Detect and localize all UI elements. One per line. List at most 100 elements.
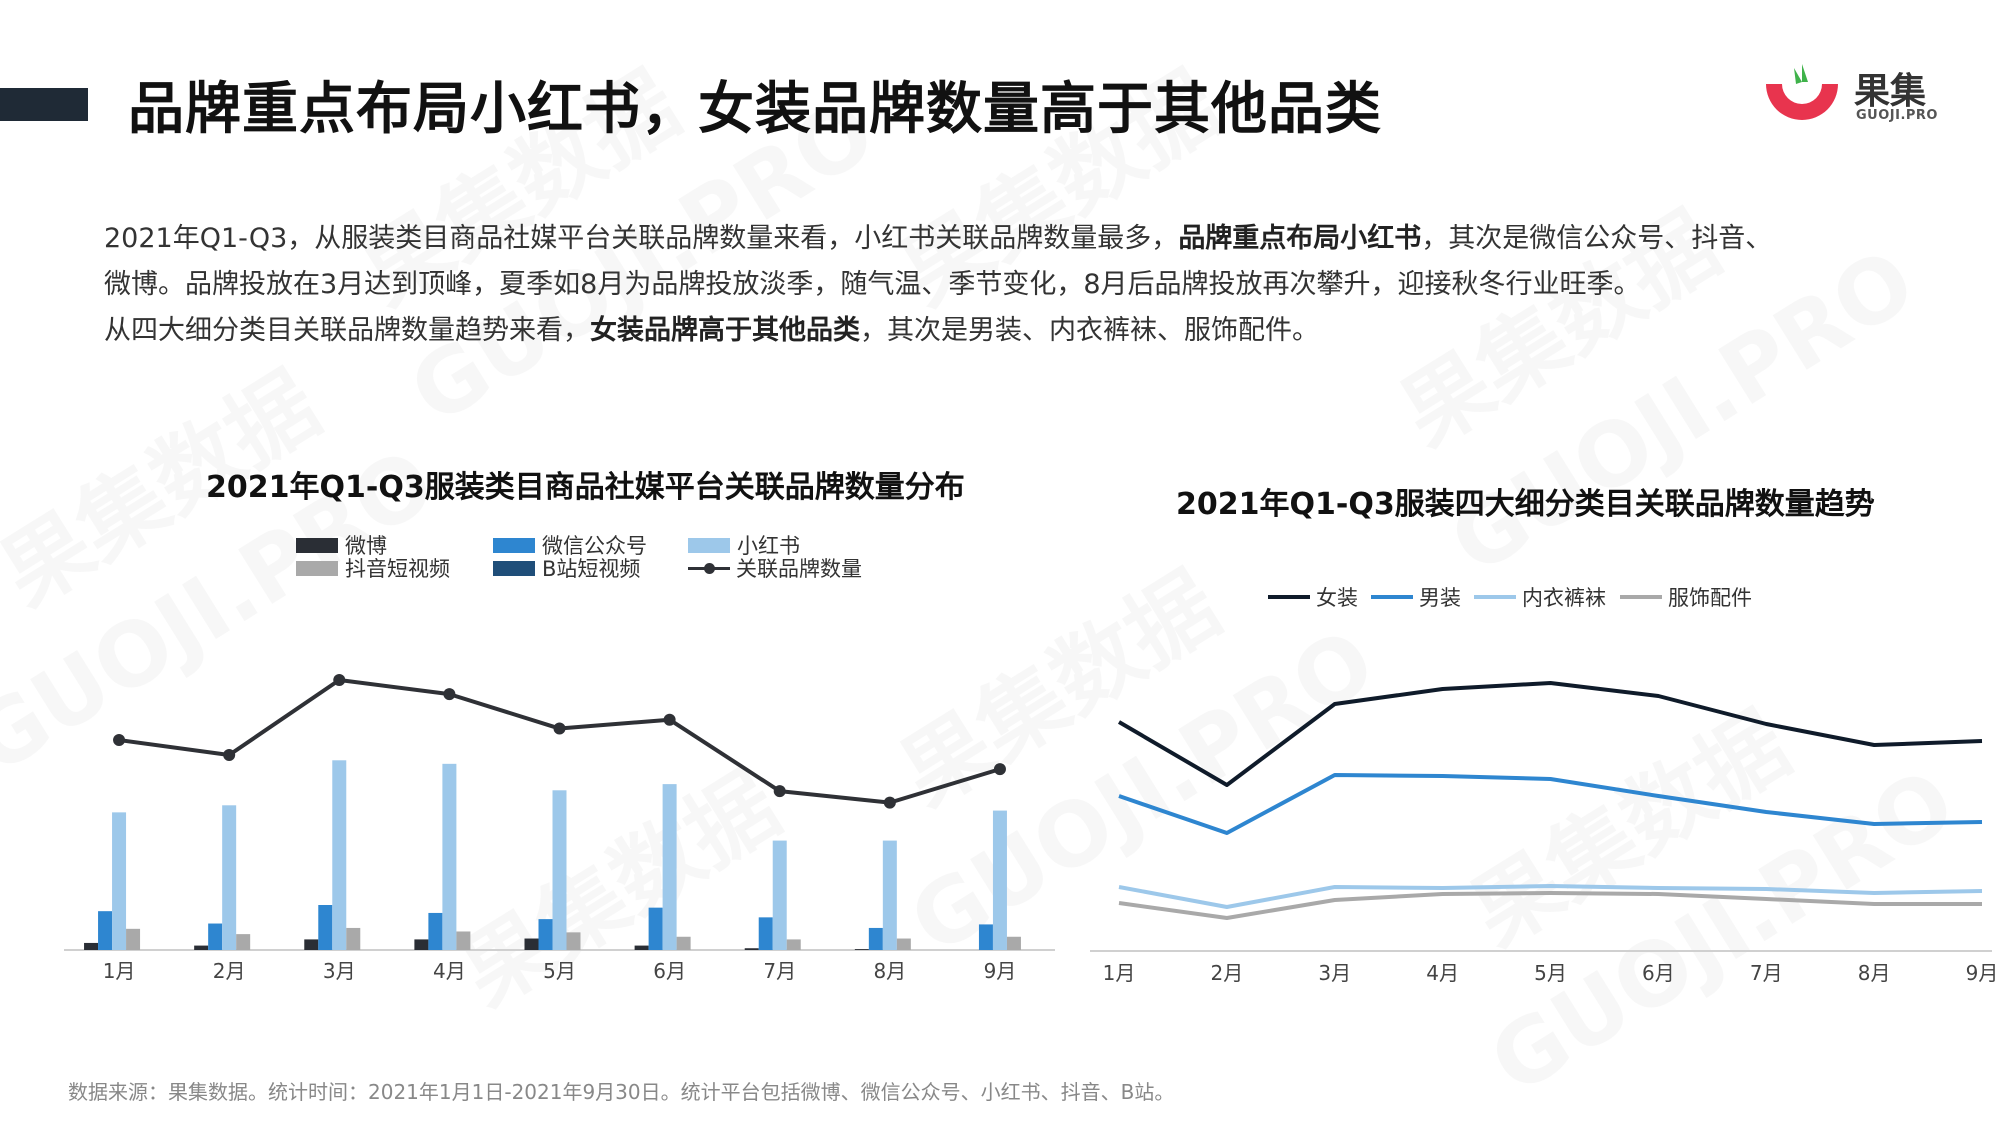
intro-highlight: 女装品牌高于其他品类 — [590, 315, 860, 346]
intro-line-1: 2021年Q1-Q3，从服装类目商品社媒平台关联品牌数量来看，小红书关联品牌数量… — [104, 216, 1934, 262]
series-line-underwear — [1118, 884, 1983, 909]
bar-douyin — [1006, 936, 1021, 950]
chart-title-categories: 2021年Q1-Q3服装四大细分类目关联品牌数量趋势 — [1176, 487, 1875, 522]
bar-xhs — [222, 805, 237, 950]
x-tick-label: 4月 — [1426, 961, 1459, 985]
legend-label: 服饰配件 — [1668, 586, 1752, 610]
bar-douyin — [346, 927, 361, 950]
platform-brand-chart: 1月 2月 3月 4月 5月 6月 7月 8月 9月 — [64, 674, 1055, 983]
bar-xhs — [992, 810, 1007, 950]
intro-text-segment: ，其次是微信公众号、抖音、 — [1421, 223, 1773, 254]
bar-wechat — [978, 924, 993, 950]
legend-swatch — [296, 537, 338, 553]
x-tick-label: 2月 — [213, 959, 246, 983]
x-tick-label: 9月 — [984, 959, 1017, 983]
bar-douyin — [126, 928, 141, 950]
legend-swatch — [493, 560, 535, 576]
bar-wechat — [428, 912, 443, 950]
x-tick-label: 3月 — [323, 959, 356, 983]
logo-name: 果集 — [1854, 71, 1927, 112]
intro-text-segment: ，其次是男装、内衣裤袜、服饰配件。 — [860, 315, 1319, 346]
legend-weibo: 微博 — [296, 530, 387, 560]
logo-subtitle: GUOJI.PRO — [1856, 108, 1938, 123]
legend-xhs: 小红书 — [688, 530, 800, 560]
bar-wechat — [868, 927, 883, 950]
legend-label: 关联品牌数量 — [736, 557, 862, 581]
bar-wechat — [648, 907, 663, 950]
guoji-logo-icon — [1766, 64, 1838, 120]
bar-xhs — [882, 840, 897, 950]
bar-xhs — [552, 790, 567, 950]
legend-label: 内衣裤袜 — [1522, 586, 1606, 610]
bar-xhs — [112, 812, 127, 950]
total-brand-line — [118, 678, 1001, 805]
total-brand-point — [333, 674, 346, 686]
x-tick-label: 8月 — [873, 959, 906, 983]
bar-wechat — [98, 911, 113, 950]
x-tick-label: 1月 — [1103, 961, 1136, 985]
legend-line-swatch — [1268, 595, 1310, 599]
x-tick-label: 8月 — [1858, 961, 1891, 985]
bar-douyin — [896, 938, 911, 950]
bar-wechat — [318, 905, 333, 950]
chart-title-platforms: 2021年Q1-Q3服装类目商品社媒平台关联品牌数量分布 — [206, 470, 965, 505]
total-brand-point — [443, 688, 456, 701]
total-brand-point — [663, 713, 676, 726]
total-brand-point — [223, 749, 236, 761]
legend-accessories: 服饰配件 — [1620, 582, 1752, 612]
bar-douyin — [456, 931, 471, 950]
x-tick-label: 7月 — [763, 959, 796, 983]
series-line-women — [1117, 681, 1983, 787]
legend-label: 男装 — [1419, 586, 1461, 610]
legend-men: 男装 — [1371, 582, 1461, 612]
legend-line-swatch — [1371, 595, 1413, 599]
legend-douyin: 抖音短视频 — [296, 553, 450, 583]
legend-line-swatch — [1620, 595, 1662, 599]
x-tick-label: 2月 — [1211, 961, 1244, 985]
total-brand-point — [773, 785, 786, 798]
bar-weibo — [744, 948, 759, 950]
bar-wechat — [758, 917, 773, 950]
bar-weibo — [854, 949, 869, 950]
bar-wechat — [538, 919, 553, 950]
series-line-accessories — [1118, 891, 1982, 920]
bar-weibo — [414, 939, 429, 950]
legend-swatch — [296, 560, 338, 576]
legend-bilibili: B站短视频 — [493, 553, 640, 583]
legend-label: 微博 — [345, 534, 387, 558]
category-trend-chart: 1月 2月 3月 4月 5月 6月 7月 8月 9月 — [1090, 681, 1998, 985]
x-tick-label: 5月 — [1534, 961, 1567, 985]
title-accent-bar — [0, 88, 88, 121]
legend-line-swatch — [688, 562, 730, 574]
bar-wechat — [208, 923, 223, 950]
intro-text: 2021年Q1-Q3，从服装类目商品社媒平台关联品牌数量来看，小红书关联品牌数量… — [104, 216, 1934, 354]
bar-douyin — [786, 939, 801, 950]
bar-douyin — [566, 932, 581, 950]
legend-swatch — [493, 537, 535, 553]
series-line-men — [1118, 773, 1983, 835]
legend-swatch — [688, 537, 730, 553]
total-brand-point — [553, 722, 566, 735]
legend-total-line: 关联品牌数量 — [688, 553, 862, 583]
x-tick-label: 4月 — [433, 959, 466, 983]
bar-xhs — [772, 840, 787, 950]
legend-label: 抖音短视频 — [345, 557, 450, 581]
brand-logo: 果集 GUOJI.PRO — [1762, 62, 1937, 128]
page-title: 品牌重点布局小红书，女装品牌数量高于其他品类 — [128, 77, 1382, 142]
total-brand-point — [993, 763, 1006, 776]
legend-wechat: 微信公众号 — [493, 530, 647, 560]
intro-text-segment: 从四大细分类目关联品牌数量趋势来看， — [104, 315, 590, 346]
legend-label: 小红书 — [737, 534, 800, 558]
x-tick-label: 5月 — [543, 959, 576, 983]
bar-weibo — [304, 939, 319, 950]
bar-weibo — [524, 938, 539, 950]
bar-weibo — [84, 942, 99, 950]
x-tick-label: 9月 — [1966, 961, 1999, 985]
bar-xhs — [662, 784, 677, 950]
legend-line-swatch — [1474, 595, 1516, 599]
total-brand-point — [113, 734, 126, 746]
x-tick-label: 1月 — [103, 959, 136, 983]
bar-weibo — [634, 945, 649, 950]
bar-xhs — [442, 763, 457, 950]
intro-line-2: 微博。品牌投放在3月达到顶峰，夏季如8月为品牌投放淡季，随气温、季节变化，8月后… — [104, 269, 1641, 300]
